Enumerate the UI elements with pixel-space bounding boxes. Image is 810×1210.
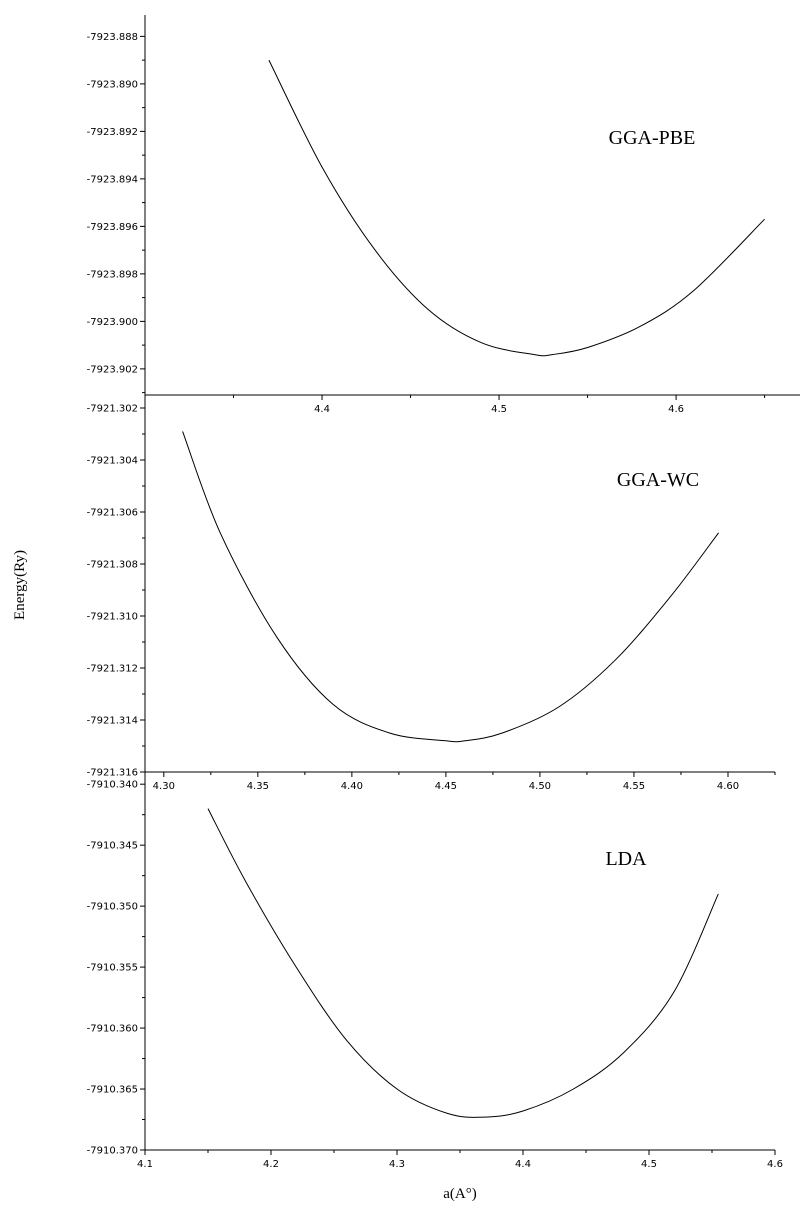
y-tick-label: -7910.365 <box>87 1085 138 1096</box>
y-tick-label: -7910.340 <box>87 780 138 791</box>
x-tick-label: 4.50 <box>529 781 551 792</box>
y-tick-label: -7923.888 <box>87 32 138 43</box>
y-tick-label: -7910.370 <box>87 1146 138 1157</box>
y-tick-label: -7923.900 <box>87 317 138 328</box>
x-tick-label: 4.2 <box>263 1159 279 1170</box>
y-tick-label: -7921.316 <box>87 768 138 779</box>
y-tick-label: -7923.894 <box>87 174 138 185</box>
y-tick-label: -7910.350 <box>87 902 138 913</box>
y-axis-title: Energy(Ry) <box>12 550 28 620</box>
x-tick-label: 4.40 <box>341 781 363 792</box>
x-tick-label: 4.5 <box>641 1159 657 1170</box>
panel-label: LDA <box>605 848 647 870</box>
x-tick-label: 4.4 <box>515 1159 531 1170</box>
series-line <box>182 431 719 743</box>
x-tick-label: 4.60 <box>717 781 739 792</box>
x-tick-label: 4.6 <box>668 404 684 415</box>
y-tick-label: -7923.902 <box>87 364 138 375</box>
y-tick-label: -7921.314 <box>87 716 138 727</box>
chart-panel-3: -7910.340 -7910.345 -7910.350 -7910.355 -791… <box>87 772 783 1170</box>
x-tick-label: 4.5 <box>491 404 507 415</box>
y-tick-label: -7921.308 <box>87 560 138 571</box>
x-tick-label: 4.1 <box>137 1159 153 1170</box>
x-tick-label: 4.4 <box>314 404 330 415</box>
series-line <box>268 59 765 357</box>
y-tick-label: -7923.896 <box>87 222 138 233</box>
chart-panel-2: -7921.302 -7921.304 -7921.306 -7921.308 -792… <box>87 395 776 792</box>
x-axis-title: a(A°) <box>443 1186 476 1202</box>
y-tick-label: -7921.312 <box>87 664 138 675</box>
panel-label: GGA-PBE <box>609 127 696 149</box>
x-tick-label: 4.6 <box>767 1159 783 1170</box>
y-tick-label: -7923.890 <box>87 79 138 90</box>
y-tick-label: -7910.360 <box>87 1024 138 1035</box>
y-tick-label: -7910.355 <box>87 963 138 974</box>
y-tick-label: -7910.345 <box>87 841 138 852</box>
y-tick-label: -7921.302 <box>87 404 138 415</box>
y-tick-label: -7921.310 <box>87 612 138 623</box>
y-tick-label: -7923.892 <box>87 127 138 138</box>
series-line <box>207 808 719 1118</box>
x-tick-label: 4.30 <box>153 781 175 792</box>
x-tick-label: 4.35 <box>247 781 269 792</box>
x-tick-label: 4.55 <box>623 781 645 792</box>
panel-label: GGA-WC <box>617 469 699 491</box>
x-tick-label: 4.3 <box>389 1159 405 1170</box>
y-tick-label: -7921.306 <box>87 508 138 519</box>
y-tick-label: -7923.898 <box>87 269 138 280</box>
x-tick-label: 4.45 <box>435 781 457 792</box>
y-tick-label: -7921.304 <box>87 456 138 467</box>
chart-panel-1: -7923.888 -7923.890 -7923.892 -7923.894 -792… <box>87 15 800 415</box>
